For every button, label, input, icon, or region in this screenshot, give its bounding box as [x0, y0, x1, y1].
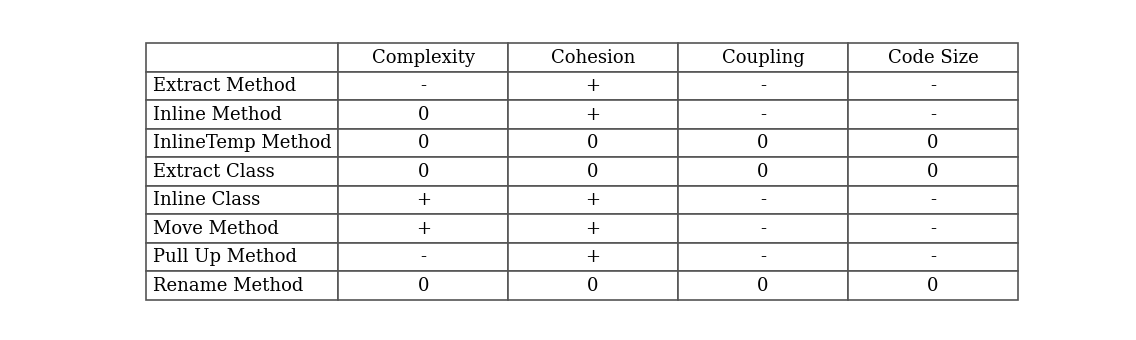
Bar: [147, 157, 339, 186]
Text: -: -: [760, 220, 766, 238]
Text: Complexity: Complexity: [371, 49, 475, 67]
Text: +: +: [585, 220, 601, 238]
Bar: [508, 271, 678, 300]
Text: -: -: [760, 106, 766, 124]
Text: 0: 0: [758, 277, 769, 295]
Bar: [849, 129, 1018, 157]
Text: +: +: [585, 77, 601, 95]
Bar: [339, 100, 508, 129]
Bar: [849, 157, 1018, 186]
Text: 0: 0: [758, 134, 769, 152]
Text: +: +: [585, 191, 601, 209]
Text: -: -: [420, 248, 426, 266]
Text: 0: 0: [927, 134, 938, 152]
Bar: [147, 271, 339, 300]
Text: -: -: [760, 77, 766, 95]
Bar: [147, 44, 339, 72]
Bar: [508, 186, 678, 215]
Text: 0: 0: [927, 163, 938, 181]
Text: Move Method: Move Method: [153, 220, 279, 238]
Bar: [339, 72, 508, 100]
Bar: [678, 186, 849, 215]
Text: -: -: [420, 77, 426, 95]
Bar: [147, 186, 339, 215]
Bar: [849, 186, 1018, 215]
Bar: [147, 100, 339, 129]
Bar: [849, 243, 1018, 271]
Bar: [508, 129, 678, 157]
Bar: [508, 44, 678, 72]
Text: +: +: [585, 106, 601, 124]
Bar: [339, 271, 508, 300]
Text: Pull Up Method: Pull Up Method: [153, 248, 298, 266]
Text: -: -: [930, 77, 936, 95]
Bar: [678, 243, 849, 271]
Bar: [849, 44, 1018, 72]
Bar: [849, 100, 1018, 129]
Text: Inline Class: Inline Class: [153, 191, 260, 209]
Bar: [339, 129, 508, 157]
Bar: [678, 157, 849, 186]
Bar: [339, 186, 508, 215]
Bar: [147, 72, 339, 100]
Text: -: -: [930, 220, 936, 238]
Bar: [339, 44, 508, 72]
Bar: [339, 215, 508, 243]
Bar: [678, 129, 849, 157]
Text: -: -: [760, 191, 766, 209]
Text: InlineTemp Method: InlineTemp Method: [153, 134, 332, 152]
Text: +: +: [416, 220, 431, 238]
Bar: [849, 72, 1018, 100]
Text: +: +: [416, 191, 431, 209]
Text: Extract Class: Extract Class: [153, 163, 275, 181]
Text: 0: 0: [417, 163, 429, 181]
Text: 0: 0: [417, 134, 429, 152]
Text: 0: 0: [758, 163, 769, 181]
Bar: [339, 243, 508, 271]
Text: Inline Method: Inline Method: [153, 106, 283, 124]
Text: 0: 0: [417, 106, 429, 124]
Bar: [508, 100, 678, 129]
Bar: [508, 243, 678, 271]
Text: Rename Method: Rename Method: [153, 277, 303, 295]
Bar: [678, 44, 849, 72]
Bar: [849, 215, 1018, 243]
Text: -: -: [930, 191, 936, 209]
Text: 0: 0: [587, 134, 599, 152]
Text: Cohesion: Cohesion: [551, 49, 635, 67]
Text: 0: 0: [587, 277, 599, 295]
Bar: [849, 271, 1018, 300]
Bar: [508, 72, 678, 100]
Bar: [508, 215, 678, 243]
Text: Extract Method: Extract Method: [153, 77, 296, 95]
Text: -: -: [930, 106, 936, 124]
Text: Coupling: Coupling: [721, 49, 804, 67]
Bar: [678, 72, 849, 100]
Text: -: -: [930, 248, 936, 266]
Bar: [147, 215, 339, 243]
Bar: [508, 157, 678, 186]
Bar: [678, 271, 849, 300]
Bar: [147, 243, 339, 271]
Bar: [678, 215, 849, 243]
Bar: [678, 100, 849, 129]
Text: 0: 0: [587, 163, 599, 181]
Text: -: -: [760, 248, 766, 266]
Text: Code Size: Code Size: [887, 49, 978, 67]
Bar: [339, 157, 508, 186]
Text: 0: 0: [927, 277, 938, 295]
Text: 0: 0: [417, 277, 429, 295]
Text: +: +: [585, 248, 601, 266]
Bar: [147, 129, 339, 157]
